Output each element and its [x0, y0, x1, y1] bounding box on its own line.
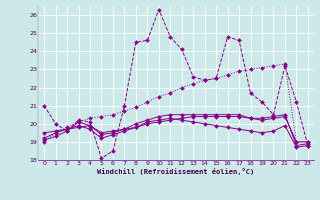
- X-axis label: Windchill (Refroidissement éolien,°C): Windchill (Refroidissement éolien,°C): [97, 168, 255, 175]
